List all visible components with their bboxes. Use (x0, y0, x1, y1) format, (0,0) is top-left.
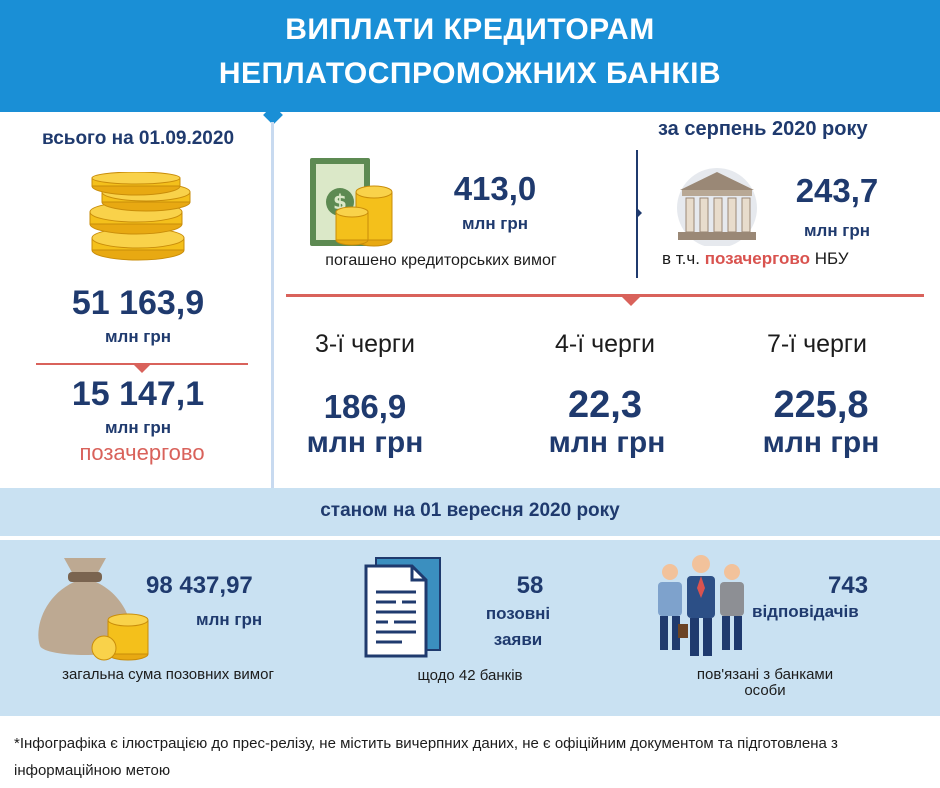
queue-4-amount: 22,3 (568, 384, 642, 426)
left-divider-pointer (134, 365, 150, 373)
nbu-amount: 243,7 (795, 172, 879, 209)
money-coins-icon: $ (310, 158, 393, 247)
total-unit: млн грн (104, 327, 172, 346)
queue-7-amount: 225,8 (773, 384, 869, 426)
nbu-label: в т.ч. позачергово НБУ (662, 249, 849, 269)
lawsuits-note: щодо 42 банків (417, 667, 523, 684)
status-panel (0, 540, 940, 716)
repaid-unit: млн грн (461, 214, 529, 233)
bank-building-icon (677, 168, 757, 246)
queue-4-unit: млн грн (548, 426, 666, 459)
august-label: за серпень 2020 року (658, 118, 868, 140)
money-bag-icon (38, 558, 149, 661)
status-band (0, 488, 940, 540)
priority-unit: млн грн (104, 418, 172, 437)
repaid-amount: 413,0 (453, 170, 537, 207)
queue-7-unit: млн грн (762, 426, 880, 459)
priority-amount: 15 147,1 (71, 375, 205, 413)
header-banner: ВИПЛАТИ КРЕДИТОРАМ НЕПЛАТОСПРОМОЖНИХ БАН… (0, 0, 940, 112)
people-icon (658, 555, 744, 656)
defendants-note: пов'язані з банками особи (660, 667, 870, 699)
footnote: *Інфографіка є ілюстрацією до прес-реліз… (14, 735, 838, 779)
nbu-prefix: в т.ч. (662, 249, 700, 268)
queue-3-unit: млн грн (306, 426, 424, 459)
lawsuits-label-1: позовні (485, 604, 551, 623)
defendants-count: 743 (828, 572, 869, 599)
august-divider-pointer (622, 297, 640, 306)
queue-7-label: 7-ї черги (766, 330, 868, 358)
coin-stack-icon (89, 172, 191, 261)
nbu-suffix: НБУ (814, 249, 849, 268)
queue-3-label: 3-ї черги (314, 330, 416, 358)
defendants-note-line-1: пов'язані з банками (696, 666, 834, 683)
column-divider (271, 122, 274, 490)
claims-label: загальна сума позовних вимог (62, 666, 274, 683)
queue-3-amount: 186,9 (323, 388, 407, 425)
title-line-2: НЕПЛАТОСПРОМОЖНИХ БАНКІВ (218, 57, 722, 90)
left-divider (36, 363, 248, 365)
lawsuits-label-2: заяви (493, 630, 543, 649)
title-line-1: ВИПЛАТИ КРЕДИТОРАМ (285, 13, 655, 46)
nbu-unit: млн грн (803, 221, 871, 240)
defendants-note-line-2: особи (744, 682, 786, 699)
queue-4-label: 4-ї черги (554, 330, 656, 358)
repaid-label: погашено кредиторських вимог (325, 252, 557, 269)
status-label: станом на 01 вересня 2020 року (320, 500, 620, 521)
defendants-label: відповідачів (752, 602, 859, 621)
august-divider-arrow (636, 207, 642, 219)
total-amount: 51 163,9 (71, 284, 205, 322)
nbu-highlight: позачергово (704, 249, 810, 268)
priority-label: позачергово (79, 440, 205, 465)
claims-unit: млн грн (196, 610, 263, 629)
document-icon (364, 557, 441, 658)
total-label: всього на 01.09.2020 (41, 128, 235, 149)
lawsuits-count: 58 (516, 572, 544, 599)
status-separator (0, 536, 940, 540)
august-divider-horizontal (286, 294, 924, 297)
claims-amount: 98 437,97 (146, 572, 253, 599)
